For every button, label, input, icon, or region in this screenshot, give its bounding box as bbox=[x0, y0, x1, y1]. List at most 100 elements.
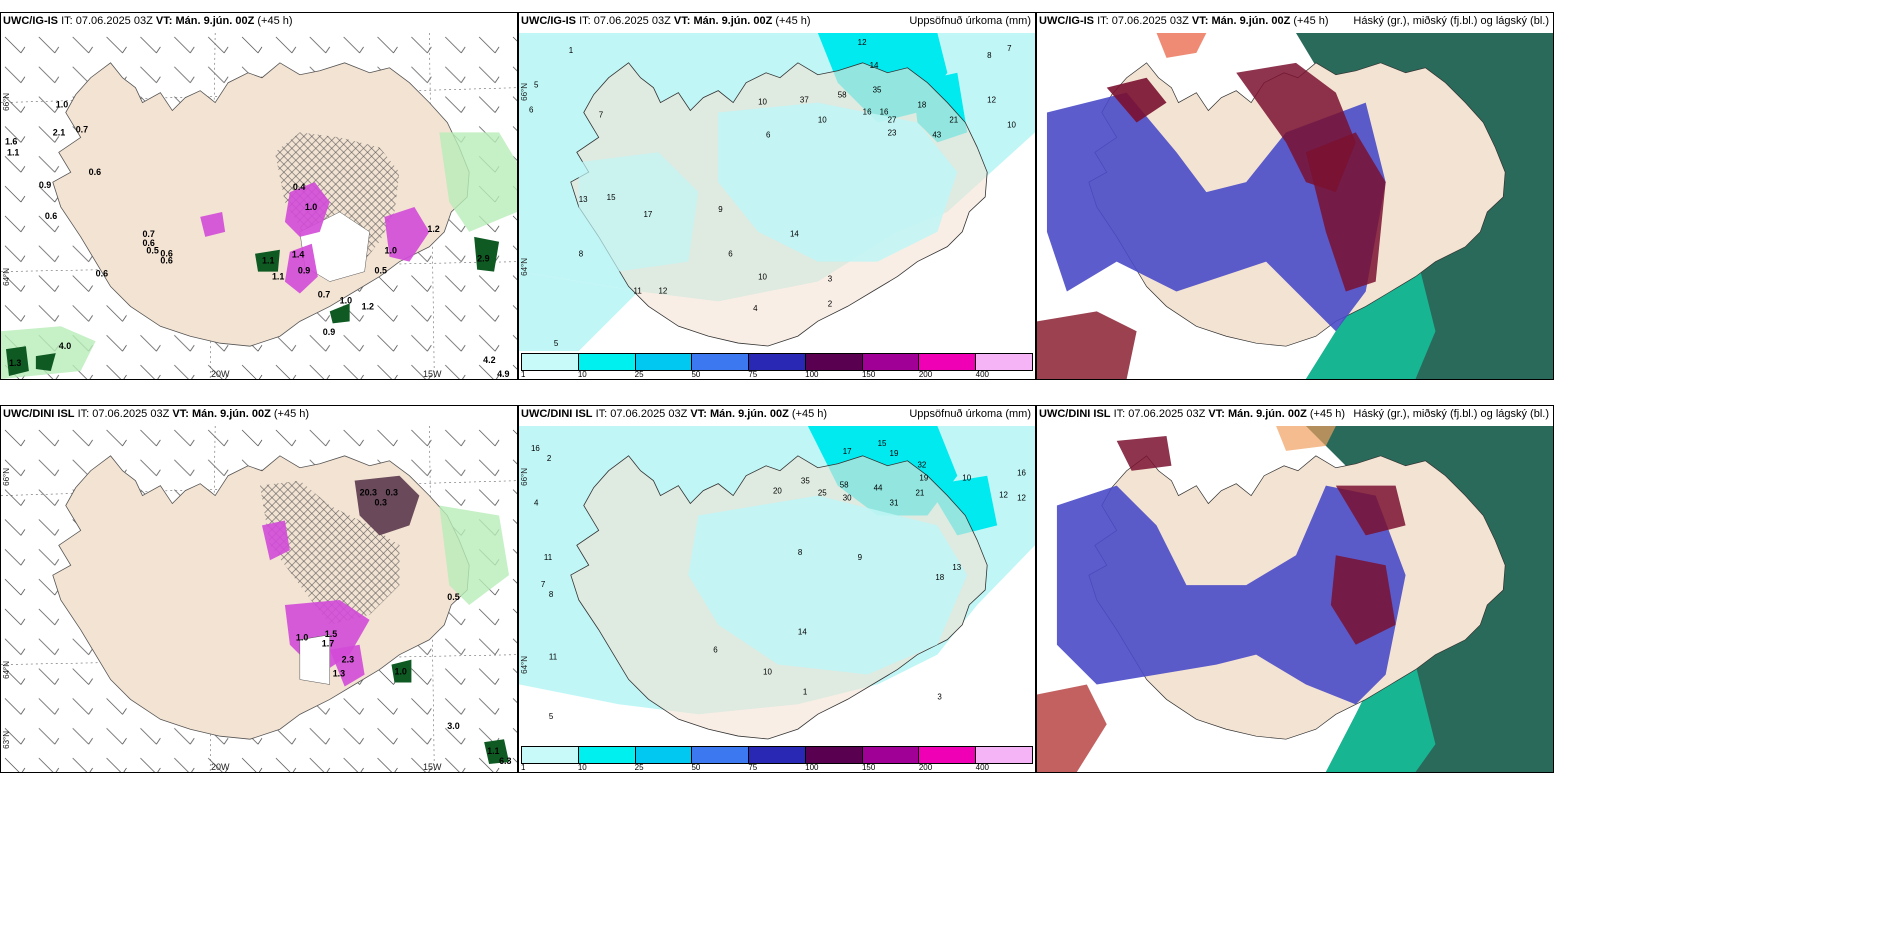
value-label: 2.9 bbox=[477, 254, 489, 264]
precip-value: 6 bbox=[713, 646, 718, 655]
value-label: 4.2 bbox=[483, 355, 495, 365]
precip-value: 10 bbox=[1007, 120, 1016, 129]
map-svg: 16 2 4 11 7 8 17 15 19 32 10 16 12 12 58… bbox=[519, 426, 1035, 740]
precip-value: 58 bbox=[838, 91, 847, 100]
lat-label: 63°N bbox=[2, 731, 11, 749]
panel-header: UWC/IG-IS IT: 07.06.2025 03Z VT: Mán. 9.… bbox=[521, 15, 1031, 31]
panel-ig-clouds: UWC/IG-IS IT: 07.06.2025 03Z VT: Mán. 9.… bbox=[1036, 12, 1554, 380]
map-svg: 20.3 0.3 0.3 1.0 2.3 1.5 1.3 1.0 3.0 1.1… bbox=[1, 426, 517, 772]
legend-swatch bbox=[692, 747, 750, 763]
green-dark bbox=[255, 249, 280, 272]
legend-bar bbox=[521, 353, 1033, 371]
it-value: 07.06.2025 03Z bbox=[92, 408, 170, 420]
precip-value: 15 bbox=[607, 193, 616, 202]
precip-value: 30 bbox=[843, 494, 852, 503]
value-label: 1.5 bbox=[325, 629, 337, 639]
legend-tick: 100 bbox=[805, 763, 819, 772]
value-label: 0.9 bbox=[298, 266, 310, 276]
precip-value: 35 bbox=[873, 86, 882, 95]
legend-ticks: 1 10 25 50 75 100 150 200 400 bbox=[521, 370, 1033, 379]
precip-value: 3 bbox=[937, 692, 942, 701]
precip-value: 1 bbox=[569, 46, 574, 55]
legend-tick: 10 bbox=[577, 763, 587, 772]
green-area bbox=[439, 505, 510, 605]
green-dark bbox=[391, 659, 412, 683]
model-name: UWC/IG-IS bbox=[521, 15, 576, 27]
precip-value: 5 bbox=[549, 712, 554, 721]
precip-value: 12 bbox=[987, 96, 996, 105]
legend-swatch bbox=[805, 354, 863, 370]
legend-tick: 25 bbox=[634, 763, 644, 772]
value-label: 1.2 bbox=[362, 301, 374, 311]
precip-value: 16 bbox=[1017, 469, 1026, 478]
legend-tick: 200 bbox=[918, 370, 933, 379]
vt-label: VT: bbox=[673, 15, 691, 27]
panel-dini-wind: UWC/DINI ISL IT: 07.06.2025 03Z VT: Mán.… bbox=[0, 405, 518, 773]
precip-value: 17 bbox=[644, 210, 653, 219]
precip-value: 15 bbox=[878, 439, 887, 448]
lon-label: 15W bbox=[423, 762, 442, 772]
dark-purple-area bbox=[354, 475, 420, 536]
panel-title: Uppsöfnuð úrkoma (mm) bbox=[909, 15, 1031, 27]
precip-value: 21 bbox=[915, 489, 924, 498]
value-label: 1.6 bbox=[5, 136, 17, 146]
precip-value: 5 bbox=[534, 81, 539, 90]
mid-cloud bbox=[1056, 485, 1406, 705]
legend-swatch bbox=[578, 354, 636, 370]
high-cloud bbox=[1276, 426, 1336, 451]
precip-value: 12 bbox=[999, 491, 1008, 500]
value-label: 0.7 bbox=[76, 124, 88, 134]
precip-value: 16 bbox=[880, 107, 889, 116]
legend-swatch bbox=[862, 354, 920, 370]
value-label: 20.3 bbox=[360, 488, 377, 498]
value-label: 1.0 bbox=[56, 100, 68, 110]
value-label: 1.4 bbox=[292, 250, 304, 260]
value-label: 0.9 bbox=[323, 327, 335, 337]
precip-value: 5 bbox=[554, 339, 559, 348]
value-label: 0.7 bbox=[142, 229, 154, 239]
value-label: 1.1 bbox=[7, 147, 19, 157]
precip-value: 14 bbox=[790, 230, 799, 239]
precip-value: 9 bbox=[718, 205, 723, 214]
magenta-patch bbox=[261, 520, 290, 561]
precip-value: 6 bbox=[766, 130, 771, 139]
value-label: 1.0 bbox=[385, 246, 397, 256]
precip-value: 19 bbox=[890, 449, 899, 458]
green-dark bbox=[484, 739, 510, 765]
legend-bar bbox=[521, 746, 1033, 764]
precip-value: 23 bbox=[888, 128, 897, 137]
value-label: 1.3 bbox=[9, 358, 21, 368]
high-cloud bbox=[1116, 435, 1172, 471]
white-area bbox=[299, 634, 330, 685]
precip-value: 12 bbox=[858, 38, 867, 47]
it-label: IT: bbox=[77, 408, 90, 420]
precip-value: 2 bbox=[828, 299, 833, 308]
precip-value: 13 bbox=[952, 563, 961, 572]
panel-ig-precip: UWC/IG-IS IT: 07.06.2025 03Z VT: Mán. 9.… bbox=[518, 12, 1036, 380]
value-label: 0.5 bbox=[146, 246, 158, 256]
legend-tick: 400 bbox=[975, 370, 989, 379]
panel-ig-wind: UWC/IG-IS IT: 07.06.2025 03Z VT: Mán. 9.… bbox=[0, 12, 518, 380]
lead-time: (+45 h) bbox=[273, 408, 310, 420]
precip-value: 2 bbox=[547, 454, 552, 463]
value-label: 4.9 bbox=[497, 369, 509, 379]
precip-value: 4 bbox=[534, 499, 539, 508]
legend-tick: 1 bbox=[521, 370, 526, 379]
value-label: 1.0 bbox=[340, 295, 352, 305]
value-label: 1.7 bbox=[322, 639, 334, 649]
value-label: 2.1 bbox=[53, 127, 65, 137]
panel-title: Uppsöfnuð úrkoma (mm) bbox=[909, 408, 1031, 420]
legend-swatch bbox=[578, 747, 636, 763]
value-label: 2.3 bbox=[342, 655, 354, 665]
vt-value: Mán. 9.jún. 00Z bbox=[1227, 408, 1307, 420]
precip-value: 8 bbox=[579, 250, 584, 259]
legend: 1 10 25 50 75 100 150 200 400 bbox=[519, 351, 1035, 379]
value-label: 0.3 bbox=[375, 498, 387, 508]
precip-value: 43 bbox=[932, 130, 941, 139]
precip-value: 1 bbox=[803, 687, 808, 696]
precip-value: 7 bbox=[541, 580, 546, 589]
lat-label: 64°N bbox=[2, 661, 11, 679]
value-label: 0.9 bbox=[39, 180, 51, 190]
precip-value: 7 bbox=[599, 110, 604, 119]
legend-tick: 400 bbox=[975, 763, 989, 772]
